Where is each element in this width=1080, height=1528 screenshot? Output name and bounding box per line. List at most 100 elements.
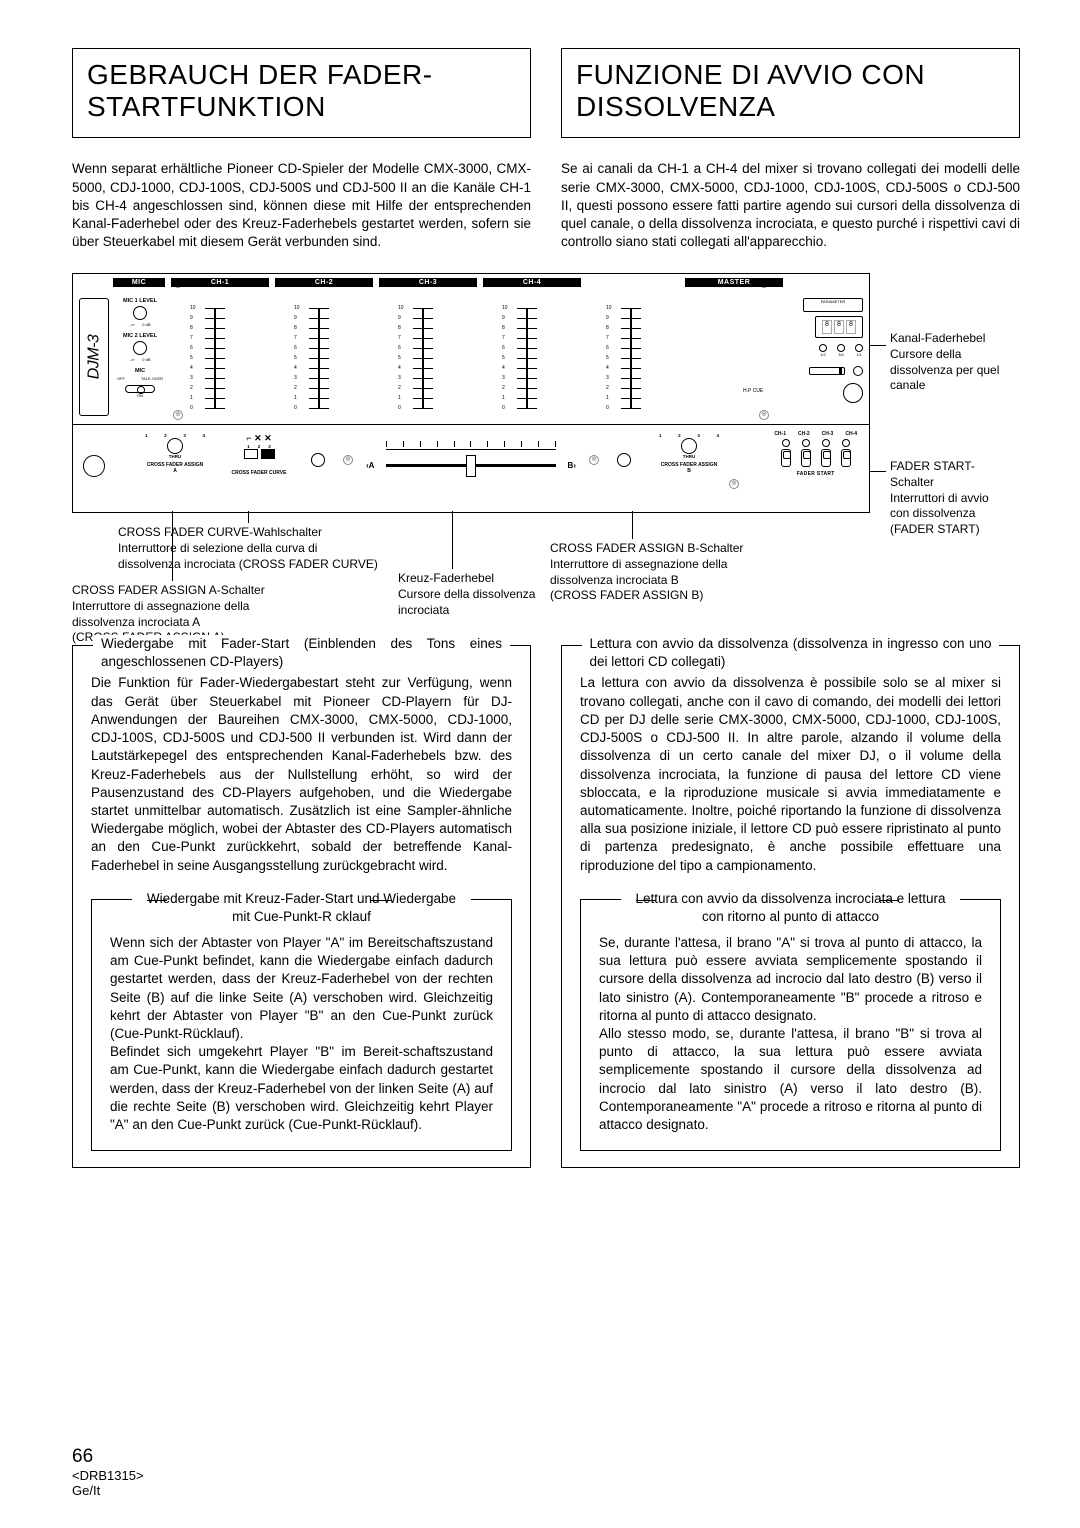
cf-curve: ⌐ ✕ ✕ 123 CROSS FADER CURVE [223, 433, 295, 477]
mic-column: MIC 1 LEVEL –∞ 0 dB MIC 2 LEVEL –∞ 0 dB … [117, 298, 163, 398]
fader-start-panel: CH-1 CH-2 CH-3 CH-4 [774, 431, 857, 477]
circle-icon [617, 453, 631, 467]
switch-icon [801, 449, 811, 467]
switch-icon [125, 385, 155, 393]
fader-track: 109876543210 [614, 308, 648, 408]
section-row: Wiedergabe mit Fader-Start (Einblenden d… [72, 637, 1020, 1168]
cf-a-label: ‹A [366, 461, 374, 470]
diagram-zone: MIC CH-1 CH-2 CH-3 CH-4 MASTER [72, 273, 1020, 627]
djm-logo-text: DJM-3 [85, 335, 103, 380]
lbl-mic: MIC [113, 278, 165, 287]
lbl-ch4: CH-4 [483, 278, 581, 287]
mixer-panel: MIC CH-1 CH-2 CH-3 CH-4 MASTER [72, 273, 870, 513]
dial-icon [167, 438, 183, 454]
right-inner-box: Lettura con avvio da dissolvenza incroci… [580, 899, 1001, 1151]
bottom-callouts: CROSS FADER CURVE-Wahlschalter Interrutt… [72, 517, 1020, 627]
left-section-title: Wiedergabe mit Fader-Start (Einblenden d… [93, 635, 510, 670]
page-number: 66 [72, 1446, 144, 1468]
right-section-col: Lettura con avvio da dissolvenza (dissol… [561, 637, 1020, 1168]
thru-label: THRU [145, 454, 205, 459]
mic2-label: MIC 2 LEVEL [117, 333, 163, 339]
left-title-box: GEBRAUCH DER FADER-STARTFUNKTION [72, 48, 531, 138]
right-inner-body: Se, durante l'attesa, il brano "A" si tr… [599, 934, 982, 1134]
right-intro: Se ai canali da CH-1 a CH-4 del mixer si… [561, 160, 1020, 251]
lbl-master: MASTER [685, 278, 783, 287]
ch3-fader: 109876543210 [387, 298, 459, 408]
circle-icon [311, 453, 325, 467]
left-inner-box: Wiedergabe mit Kreuz-Fader-Start und Wie… [91, 899, 512, 1151]
screw-icon [343, 455, 353, 465]
cfb-label: CROSS FADER ASSIGN B [659, 463, 719, 474]
left-inner-title: Wiedergabe mit Kreuz-Fader-Start und Wie… [132, 890, 471, 926]
top-label-row: MIC CH-1 CH-2 CH-3 CH-4 MASTER [73, 278, 869, 287]
page-footer: 66 <DRB1315> Ge/It [72, 1446, 144, 1498]
ch1-fader: 109876543210 [179, 298, 251, 408]
fader-track: 109876543210 [406, 308, 440, 408]
switch-icon [841, 449, 851, 467]
fs-ch4: CH-4 [845, 431, 857, 437]
fs-ch2: CH-2 [798, 431, 810, 437]
right-col: FUNZIONE DI AVVIO CON DISSOLVENZA Se ai … [561, 48, 1020, 251]
left-intro: Wenn separat erhältliche Pioneer CD-Spie… [72, 160, 531, 251]
cfc-label: CROSS FADER CURVE [223, 471, 295, 477]
circle-icon [855, 344, 863, 352]
circle-icon [853, 366, 863, 376]
cf-assign-b: 1234 THRU CROSS FADER ASSIGN B [659, 433, 719, 474]
parameter-box: PARAMETER [803, 298, 863, 312]
thru-label: THRU [659, 454, 719, 459]
led-icon [842, 439, 850, 447]
callout-channel-fader: Kanal-Faderhebel Cursore della dissolven… [890, 331, 999, 393]
knob-icon [843, 383, 863, 403]
left-section-col: Wiedergabe mit Fader-Start (Einblenden d… [72, 637, 531, 1168]
right-inner-title: Lettura con avvio da dissolvenza incroci… [621, 890, 960, 926]
master-fader: 109876543210 [595, 298, 667, 408]
mixer-top: MIC CH-1 CH-2 CH-3 CH-4 MASTER [73, 274, 869, 424]
left-title: GEBRAUCH DER FADER-STARTFUNKTION [87, 59, 516, 123]
right-section-title: Lettura con avvio da dissolvenza (dissol… [582, 635, 1000, 670]
dial-icon [681, 438, 697, 454]
djm-logo: DJM-3 [79, 298, 109, 416]
knob-icon [133, 306, 147, 320]
led-icon [802, 439, 810, 447]
fs-ch1: CH-1 [774, 431, 786, 437]
right-title-box: FUNZIONE DI AVVIO CON DISSOLVENZA [561, 48, 1020, 138]
cue-circles: 1/2 3/4 1/1 [743, 344, 863, 357]
left-section: Wiedergabe mit Fader-Start (Einblenden d… [72, 645, 531, 1168]
lbl-ch1: CH-1 [171, 278, 269, 287]
mic1-label: MIC 1 LEVEL [117, 298, 163, 304]
mixer-bottom: 1234 THRU CROSS FADER ASSIGN A ⌐ ✕ ✕ 123… [73, 424, 869, 512]
slider-icon [809, 367, 845, 375]
title-columns: GEBRAUCH DER FADER-STARTFUNKTION Wenn se… [72, 48, 1020, 251]
knob-icon [133, 341, 147, 355]
hp-label: H.P CUE [743, 388, 763, 394]
led-icon [822, 439, 830, 447]
cf-b-label: B› [568, 461, 576, 470]
fs-ch3: CH-3 [822, 431, 834, 437]
parameter-display: 888 [815, 316, 863, 338]
switch-icon [781, 449, 791, 467]
talk-label: TALK OVER [141, 376, 163, 381]
left-inner-body: Wenn sich der Abtaster von Player "A" im… [110, 934, 493, 1134]
screw-icon [729, 479, 739, 489]
lang-code: Ge/It [72, 1483, 144, 1498]
on-label: ON [117, 393, 163, 398]
ch2-fader: 109876543210 [283, 298, 355, 408]
right-section-body: La lettura con avvio da dissolvenza è po… [580, 674, 1001, 874]
led-icon [782, 439, 790, 447]
circle-icon [819, 344, 827, 352]
crossfader: ‹A B› [386, 441, 556, 481]
right-section: Lettura con avvio da dissolvenza (dissol… [561, 645, 1020, 1168]
ch4-fader: 109876543210 [491, 298, 563, 408]
callout-crossfader: Kreuz-Faderhebel Cursore della dissolven… [398, 571, 535, 618]
circle-icon [837, 344, 845, 352]
callout-cf-curve: CROSS FADER CURVE-Wahlschalter Interrutt… [118, 525, 378, 572]
off-label: OFF [117, 376, 125, 381]
master-extras: PARAMETER 888 1/2 3/4 1/1 H.P CUE [743, 298, 863, 403]
fader-track: 109876543210 [510, 308, 544, 408]
fader-track: 109876543210 [198, 308, 232, 408]
fader-start-label: FADER START [774, 471, 857, 477]
jack-icon [83, 455, 105, 477]
screw-icon [759, 410, 769, 420]
lbl-ch2: CH-2 [275, 278, 373, 287]
cfa-label: CROSS FADER ASSIGN A [145, 463, 205, 474]
